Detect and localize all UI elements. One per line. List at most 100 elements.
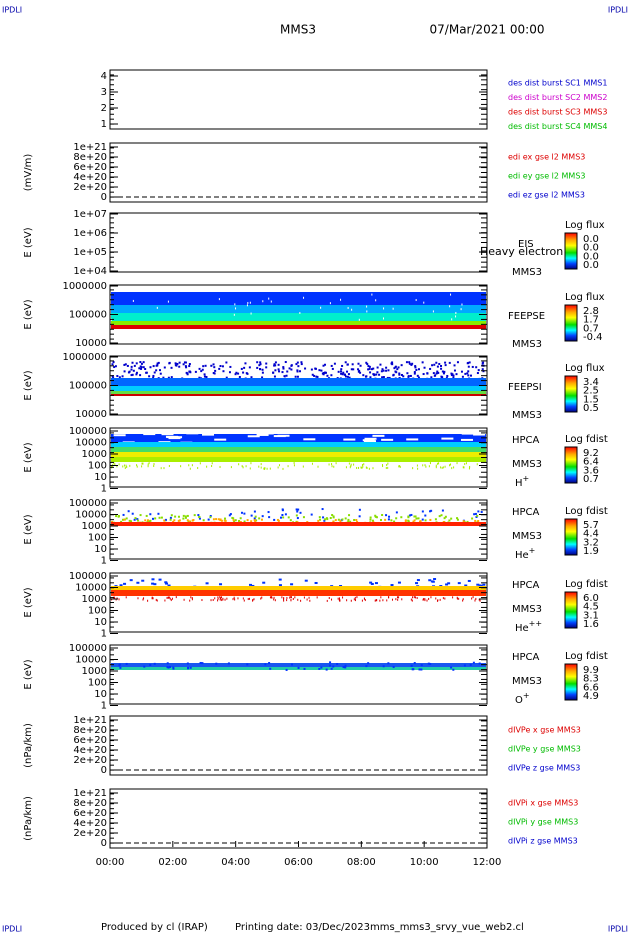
panel-frame [109, 644, 488, 705]
spectrogram-speck [250, 376, 253, 379]
spectrogram-speck [451, 318, 453, 321]
spectrogram-speck [112, 376, 115, 379]
spectrogram-band [111, 394, 486, 396]
spectrogram-speck [255, 519, 258, 522]
instrument: FEEPSI [508, 382, 542, 393]
y-tick-label: 100000 [69, 643, 107, 654]
spectrogram-speck [409, 374, 412, 377]
spectrogram-speck [422, 373, 425, 376]
spectrogram-speck [259, 361, 262, 364]
spacecraft: MMS3 [512, 604, 542, 615]
spectrogram-speck [215, 662, 218, 665]
colorbar-tick-label: 0.7 [583, 323, 599, 334]
colorbar-tick-label: 9.9 [583, 665, 599, 676]
spectrogram-speck [304, 367, 307, 370]
spectrogram-speck [416, 579, 420, 582]
spectrogram-speck [361, 466, 363, 469]
spectrogram-speck [476, 372, 479, 375]
colorbar-tick-label: 1.9 [583, 546, 599, 557]
spectrogram-speck [415, 368, 418, 371]
spectrogram-speck [204, 364, 207, 367]
spectrogram-speck [137, 519, 140, 522]
y-tick-label: 1 [101, 556, 107, 567]
spectrogram-speck [237, 597, 239, 600]
spectrogram-speck [149, 513, 152, 516]
spectrogram-speck [310, 368, 313, 371]
x-tick-label: 08:00 [347, 857, 376, 868]
spectrogram-speck [198, 367, 201, 370]
spectrogram-speck [413, 371, 416, 374]
spectrogram-speck [169, 666, 172, 669]
spectrogram-speck [441, 437, 454, 440]
spectrogram-speck [385, 514, 388, 517]
y-tick-label: 0 [101, 765, 107, 776]
spectrogram-speck [124, 363, 127, 366]
y-tick-label: 6e+20 [73, 735, 107, 746]
spectrogram-speck [111, 520, 114, 523]
spectrogram-speck [337, 597, 339, 600]
spectrogram-speck [251, 584, 255, 587]
colorbar [564, 518, 578, 556]
spectrogram-speck [440, 514, 443, 517]
spectrogram-speck [430, 509, 433, 512]
spectrogram-speck [385, 369, 388, 372]
spectrogram-speck [292, 598, 294, 601]
spectrogram-speck [369, 516, 372, 519]
spectrogram-speck [435, 361, 438, 364]
colorbar-tick-label: 3.6 [583, 465, 599, 476]
y-tick-label: 1 [101, 701, 107, 712]
spectrogram-speck [467, 579, 471, 582]
spectrogram-speck [386, 599, 388, 602]
spectrogram-speck [429, 510, 432, 513]
spectrogram-speck [296, 370, 299, 373]
spectrogram-speck [380, 596, 382, 599]
spectrogram-speck [260, 466, 262, 469]
spectrogram-speck [381, 368, 384, 371]
spectrogram-speck [397, 581, 401, 584]
spectrogram-speck [475, 366, 478, 369]
spectrogram-speck [392, 666, 395, 669]
spectrogram-speck [453, 364, 456, 367]
spectrogram-speck [114, 596, 116, 599]
spectrogram-speck [374, 582, 378, 585]
spectrogram-speck [421, 518, 424, 521]
y-tick-label: 8e+20 [73, 725, 107, 736]
spectrogram-speck [290, 663, 293, 666]
spectrogram-speck [265, 362, 268, 365]
spectrogram-speck [261, 515, 264, 518]
mission: MMS3 [280, 23, 316, 37]
spectrogram-speck [143, 433, 156, 436]
y-tick-label: 10000 [75, 655, 107, 666]
spectrogram-speck [212, 598, 214, 601]
spectrogram-speck [364, 375, 367, 378]
spectrogram-speck [355, 519, 358, 522]
spectrogram-speck [145, 371, 148, 374]
spectrogram-speck [219, 365, 222, 368]
spectrogram-speck [212, 518, 215, 521]
spectrogram-speck [387, 462, 389, 465]
y-tick-label: 1e+04 [73, 266, 107, 277]
spectrogram-speck [214, 438, 227, 441]
spectrogram-band [111, 434, 486, 442]
spectrogram-speck [155, 369, 158, 372]
spectrogram-speck [233, 596, 235, 599]
spectrogram-speck [266, 467, 268, 470]
y-tick-label: 10 [94, 617, 107, 628]
spectrogram-speck [174, 515, 177, 518]
spectrogram-speck [342, 596, 344, 599]
spectrogram-speck [474, 512, 477, 515]
spectrogram-speck [455, 373, 458, 376]
spectrogram-speck [147, 599, 149, 602]
spectrogram-speck [125, 662, 128, 665]
spectrogram-speck [472, 596, 474, 599]
spectrogram-speck [452, 374, 455, 377]
spectrogram-band [111, 590, 486, 596]
spacecraft: MMS3 [512, 267, 542, 278]
spectrogram-speck [388, 596, 390, 599]
spectrogram-speck [375, 599, 377, 602]
y-axis-label: E (eV) [23, 514, 34, 544]
spectrogram-speck [187, 520, 190, 523]
spectrogram-speck [219, 596, 221, 599]
spectrogram-speck [335, 462, 337, 465]
species: He+ [515, 546, 535, 562]
